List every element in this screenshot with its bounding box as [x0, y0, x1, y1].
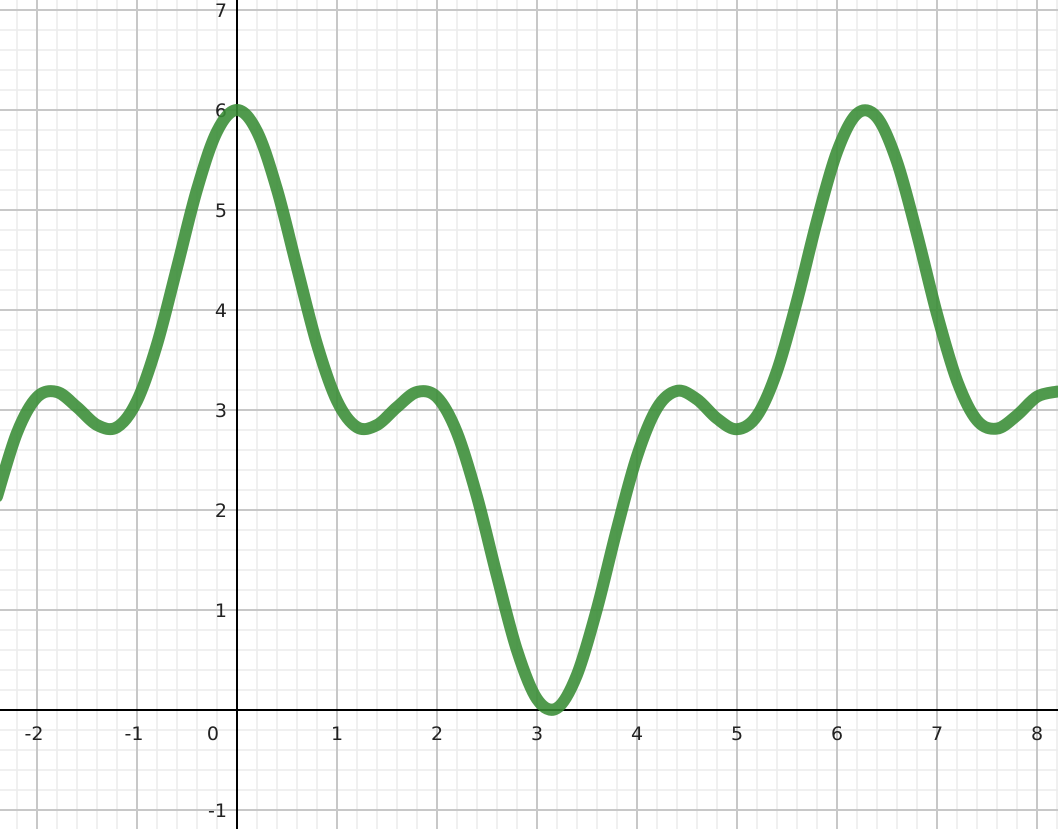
- y-tick-label: 7: [215, 0, 227, 22]
- x-tick-label: 4: [631, 723, 643, 745]
- y-tick-label: 4: [215, 300, 227, 322]
- x-tick-label: 1: [331, 723, 343, 745]
- x-tick-label: 3: [531, 723, 543, 745]
- x-tick-label: 6: [831, 723, 843, 745]
- x-tick-labels: -2 -1 0 1 2 3 4 5 6 7 8: [25, 723, 1044, 745]
- x-tick-label: 5: [731, 723, 743, 745]
- x-tick-label: 2: [431, 723, 443, 745]
- y-tick-label: 2: [215, 500, 227, 522]
- x-tick-label: 0: [207, 723, 219, 745]
- x-tick-label: -2: [25, 723, 44, 745]
- x-tick-label: 8: [1031, 723, 1043, 745]
- x-tick-label: -1: [125, 723, 144, 745]
- y-tick-label: 3: [215, 400, 227, 422]
- x-tick-label: 7: [931, 723, 943, 745]
- function-curve[interactable]: [0, 104, 1058, 716]
- y-tick-label: 1: [215, 600, 227, 622]
- y-tick-label: -1: [208, 800, 227, 822]
- y-tick-label: 5: [215, 200, 227, 222]
